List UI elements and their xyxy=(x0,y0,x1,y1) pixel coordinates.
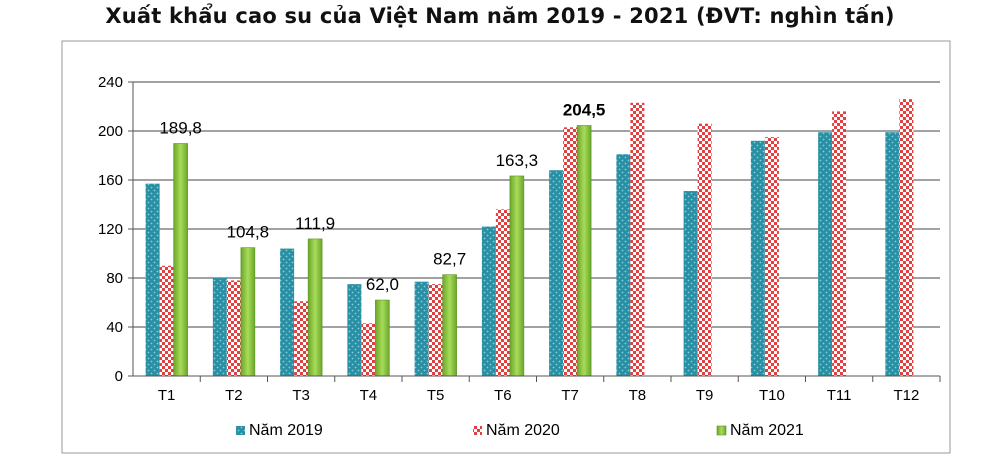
bars xyxy=(145,99,914,377)
x-tick-label: T10 xyxy=(759,387,785,404)
data-label: 204,5 xyxy=(563,100,606,119)
x-tick-label: T7 xyxy=(561,387,579,404)
bar-năm-2019-t2 xyxy=(212,278,227,376)
bar-năm-2019-t11 xyxy=(818,132,833,376)
bar-năm-2020-t4 xyxy=(361,323,376,376)
chart-frame xyxy=(61,40,951,454)
grid-lines xyxy=(133,81,940,328)
bar-năm-2019-t7 xyxy=(549,170,564,376)
y-tick-label: 40 xyxy=(106,319,123,336)
bar-năm-2019-t5 xyxy=(414,281,429,376)
y-tick-label: 80 xyxy=(106,270,123,287)
data-label: 163,3 xyxy=(496,151,539,170)
bar-năm-2021-t3 xyxy=(307,238,323,377)
x-tick-label: T1 xyxy=(158,387,176,404)
data-label: 62,0 xyxy=(366,275,399,294)
bar-năm-2021-t6 xyxy=(509,175,525,377)
bar-năm-2020-t9 xyxy=(697,123,712,377)
bar-năm-2020-t6 xyxy=(495,209,510,376)
x-tick-label: T6 xyxy=(494,387,512,404)
legend-label: Năm 2020 xyxy=(486,422,560,439)
x-tick-label: T3 xyxy=(292,387,310,404)
x-tick-label: T5 xyxy=(427,387,445,404)
legend-swatch xyxy=(473,426,482,435)
x-tick-label: T4 xyxy=(360,387,378,404)
bar-năm-2020-t5 xyxy=(428,284,443,376)
data-labels: 189,8 104,8 111,9 62,0 82,7 163,3 204,5 xyxy=(159,100,605,294)
x-tick-label: T12 xyxy=(893,387,919,404)
x-tick-label: T2 xyxy=(225,387,243,404)
bar-năm-2019-t9 xyxy=(683,191,698,376)
bar-năm-2021-t4 xyxy=(375,299,390,377)
legend: Năm 2019 Năm 2020 Năm 2021 xyxy=(236,422,804,439)
bar-năm-2019-t6 xyxy=(481,226,496,376)
data-label: 111,9 xyxy=(295,214,335,233)
bar-năm-2019-t4 xyxy=(347,284,362,376)
bar-năm-2020-t7 xyxy=(563,127,578,376)
bar-năm-2019-t10 xyxy=(750,140,765,376)
bar-năm-2020-t1 xyxy=(159,265,174,376)
y-tick-label: 160 xyxy=(98,172,123,189)
bar-năm-2019-t1 xyxy=(145,183,160,376)
data-label: 104,8 xyxy=(227,223,270,242)
bar-năm-2020-t12 xyxy=(899,99,914,377)
bar-năm-2019-t3 xyxy=(280,248,295,376)
bar-năm-2020-t11 xyxy=(832,111,847,377)
legend-swatch xyxy=(716,425,727,436)
bar-năm-2020-t2 xyxy=(226,280,241,376)
y-tick-label: 0 xyxy=(115,368,123,385)
x-tick-label: T9 xyxy=(696,387,714,404)
bar-năm-2021-t7 xyxy=(576,125,592,377)
x-tick-label: T11 xyxy=(827,387,852,404)
x-tick-label: T8 xyxy=(629,387,647,404)
legend-swatch xyxy=(236,426,245,435)
y-tick-label: 120 xyxy=(98,221,123,238)
bar-năm-2019-t8 xyxy=(616,154,631,376)
legend-label: Năm 2021 xyxy=(730,422,804,439)
bar-năm-2020-t8 xyxy=(630,102,645,376)
y-tick-label: 240 xyxy=(98,74,123,91)
bar-năm-2021-t5 xyxy=(442,274,457,377)
bar-năm-2020-t3 xyxy=(294,301,309,376)
bar-năm-2019-t12 xyxy=(885,132,900,376)
chart-title: Xuất khẩu cao su của Việt Nam năm 2019 -… xyxy=(105,4,895,28)
legend-label: Năm 2019 xyxy=(249,422,323,439)
bar-năm-2021-t1 xyxy=(173,143,188,377)
data-label: 82,7 xyxy=(433,250,466,269)
bar-năm-2020-t10 xyxy=(764,137,779,376)
bar-năm-2021-t2 xyxy=(240,247,256,377)
y-tick-label: 200 xyxy=(98,123,123,140)
y-axis-ticks: 0 40 80 120 160 200 240 xyxy=(98,74,133,385)
x-axis-ticks: T1 T2 T3 T4 T5 T6 T7 T8 T9 T10 T11 T12 xyxy=(158,376,941,404)
data-label: 189,8 xyxy=(159,118,202,137)
